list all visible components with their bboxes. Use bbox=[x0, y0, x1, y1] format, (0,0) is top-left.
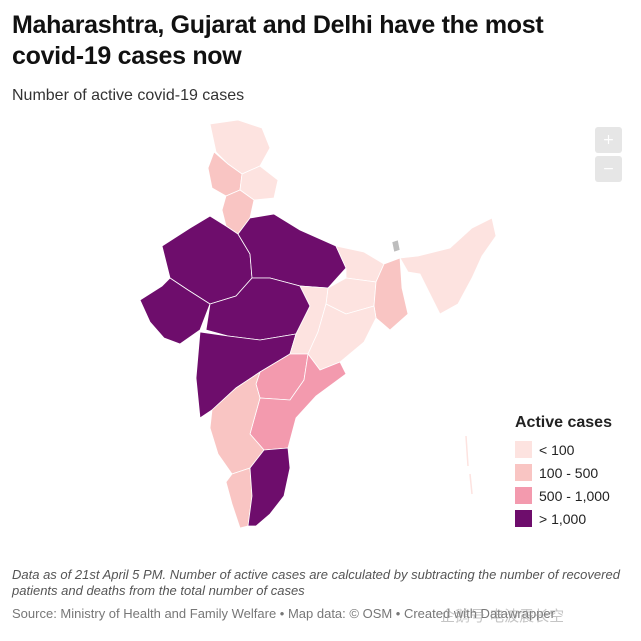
legend-label: < 100 bbox=[539, 441, 575, 458]
legend-item: > 1,000 bbox=[515, 507, 612, 530]
legend: Active cases < 100 100 - 500 500 - 1,000… bbox=[515, 414, 612, 530]
legend-swatch-100-500 bbox=[515, 464, 532, 481]
legend-item: 100 - 500 bbox=[515, 461, 612, 484]
legend-swatch-below-100 bbox=[515, 441, 532, 458]
region-kerala[interactable] bbox=[225, 467, 253, 529]
region-sikkim[interactable] bbox=[391, 239, 401, 253]
region-tamil-nadu[interactable] bbox=[247, 447, 291, 527]
region-odisha[interactable] bbox=[307, 303, 377, 371]
zoom-out-button[interactable]: − bbox=[595, 156, 622, 182]
legend-item: 500 - 1,000 bbox=[515, 484, 612, 507]
legend-title: Active cases bbox=[515, 414, 612, 431]
legend-swatch-500-1000 bbox=[515, 487, 532, 504]
region-andaman[interactable] bbox=[465, 435, 473, 495]
legend-swatch-above-1000 bbox=[515, 510, 532, 527]
chart-title: Maharashtra, Gujarat and Delhi have the … bbox=[12, 11, 544, 70]
region-karnataka[interactable] bbox=[209, 371, 265, 475]
zoom-in-button[interactable]: + bbox=[595, 127, 622, 153]
legend-label: 100 - 500 bbox=[539, 464, 599, 481]
region-uttar-pradesh[interactable] bbox=[237, 213, 347, 289]
india-map[interactable] bbox=[140, 118, 540, 538]
region-west-bengal[interactable] bbox=[373, 257, 409, 331]
legend-item: < 100 bbox=[515, 438, 612, 461]
legend-label: > 1,000 bbox=[539, 510, 587, 527]
legend-label: 500 - 1,000 bbox=[539, 487, 610, 504]
region-north-east[interactable] bbox=[399, 217, 497, 315]
region-gujarat[interactable] bbox=[140, 277, 211, 345]
source-line[interactable]: Source: Ministry of Health and Family We… bbox=[12, 606, 555, 621]
map-svg[interactable] bbox=[140, 118, 540, 538]
chart-subtitle: Number of active covid-19 cases bbox=[12, 87, 245, 104]
watermark: 企鹅号 电波震长空 bbox=[440, 608, 565, 625]
data-notes: Data as of 21st April 5 PM. Number of ac… bbox=[12, 567, 620, 598]
